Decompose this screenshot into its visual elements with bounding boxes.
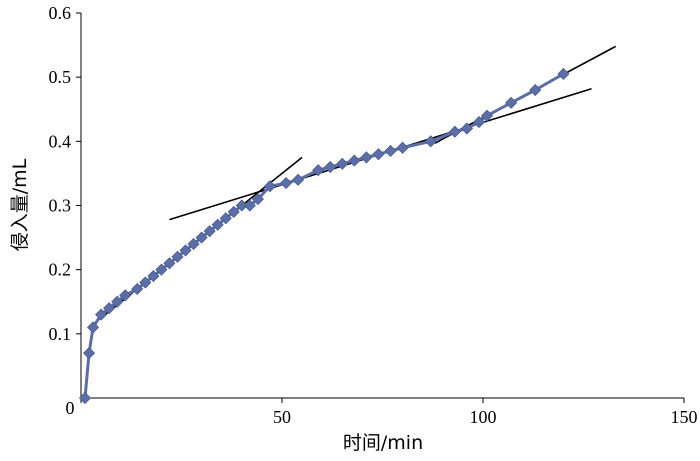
data-point xyxy=(171,250,184,263)
data-point xyxy=(529,83,542,97)
x-tick-label: 50 xyxy=(273,407,291,427)
data-point xyxy=(292,173,305,186)
data-point xyxy=(227,205,240,218)
series xyxy=(78,67,570,405)
data-point xyxy=(155,263,168,276)
y-tick-label: 0.6 xyxy=(49,3,72,23)
y-tick-label: 0.2 xyxy=(49,260,72,280)
data-point xyxy=(448,125,461,138)
data-point xyxy=(324,160,337,174)
data-point xyxy=(103,302,116,315)
data-point xyxy=(279,176,293,190)
data-point xyxy=(372,148,385,161)
data-point xyxy=(384,144,397,158)
data-point xyxy=(348,154,361,167)
data-point xyxy=(219,212,232,225)
data-point xyxy=(460,122,473,135)
y-tick-label: 0.5 xyxy=(49,67,72,87)
data-point xyxy=(195,231,208,244)
series-line xyxy=(83,72,565,399)
data-point xyxy=(139,276,152,289)
data-point xyxy=(557,67,570,81)
data-point xyxy=(396,141,409,154)
data-point xyxy=(187,237,200,251)
data-point xyxy=(235,199,248,212)
y-tick-label: 0.1 xyxy=(49,324,72,344)
data-point xyxy=(336,157,349,170)
y-axis-title: 侵入量/mL xyxy=(9,158,31,251)
data-point xyxy=(251,193,264,206)
x-axis-title: 时间/min xyxy=(343,432,423,454)
data-point xyxy=(360,151,373,164)
y-ticks: 0.1 0.2 0.3 0.4 0.5 0.6 xyxy=(49,3,81,344)
x-ticks: 0 50 100 150 xyxy=(66,398,698,427)
x-tick-label: 150 xyxy=(671,407,698,427)
data-point xyxy=(95,308,108,321)
data-point xyxy=(505,96,518,109)
data-point xyxy=(424,135,437,148)
y-tick-label: 0.3 xyxy=(49,196,72,216)
data-point xyxy=(211,218,224,231)
x-tick-label: 0 xyxy=(66,398,75,418)
data-point xyxy=(312,164,325,177)
data-point xyxy=(119,289,132,302)
data-point xyxy=(78,391,92,405)
data-point xyxy=(263,180,277,193)
data-point xyxy=(131,282,144,295)
data-point xyxy=(472,116,486,129)
data-point xyxy=(203,225,216,238)
axes: 0.1 0.2 0.3 0.4 0.5 0.6 0 50 100 150 xyxy=(49,3,698,427)
data-point xyxy=(147,270,160,283)
x-tick-label: 100 xyxy=(470,407,497,427)
data-point xyxy=(179,244,192,257)
data-point xyxy=(86,321,100,334)
data-point xyxy=(163,257,176,270)
y-tick-label: 0.4 xyxy=(49,131,72,151)
data-point xyxy=(82,347,96,360)
data-point xyxy=(480,109,494,122)
data-point xyxy=(243,199,256,212)
data-point xyxy=(111,295,124,308)
